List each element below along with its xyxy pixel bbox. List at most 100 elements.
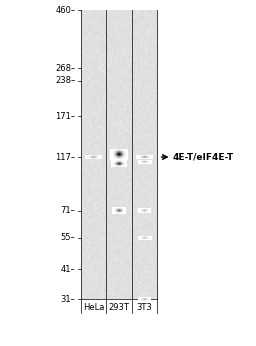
Text: 3T3: 3T3 (137, 303, 153, 312)
Bar (119, 156, 120, 157)
Bar (118, 155, 119, 156)
Text: 238–: 238– (55, 76, 76, 85)
Bar (112, 155, 113, 156)
Bar (122, 159, 123, 160)
Bar (120, 155, 121, 156)
Bar (124, 151, 125, 152)
Bar (120, 149, 121, 150)
Bar (123, 155, 124, 156)
Bar (123, 154, 124, 155)
Bar (110, 158, 111, 159)
Bar (124, 154, 125, 155)
Bar (121, 159, 122, 160)
Bar (119, 149, 120, 150)
Bar (120, 151, 121, 152)
Bar (126, 152, 127, 153)
Bar (126, 150, 127, 151)
Bar (113, 151, 114, 152)
Bar (126, 153, 127, 154)
Bar (121, 151, 122, 152)
Bar (118, 157, 119, 158)
Text: 171–: 171– (55, 112, 76, 121)
Bar (110, 152, 111, 153)
Bar (112, 150, 113, 151)
Bar (113, 155, 114, 156)
Bar (125, 156, 126, 157)
Bar (120, 159, 121, 160)
Bar (127, 157, 128, 158)
Bar (126, 149, 127, 150)
Bar (114, 150, 115, 151)
Bar (127, 149, 128, 150)
Bar (119, 157, 120, 158)
Text: HeLa: HeLa (83, 303, 104, 312)
Bar (111, 151, 112, 152)
Bar (124, 156, 125, 157)
Bar (114, 156, 115, 157)
Bar (112, 151, 113, 152)
Bar (126, 155, 127, 156)
Bar (124, 152, 125, 153)
Bar (115, 154, 116, 155)
Bar (118, 151, 119, 152)
Text: 71–: 71– (61, 206, 76, 215)
Bar (124, 158, 125, 159)
Bar (120, 158, 121, 159)
Bar (116, 152, 117, 153)
Bar (124, 150, 125, 151)
Bar (117, 150, 118, 151)
Bar (121, 154, 122, 155)
Bar (113, 159, 114, 160)
Bar (123, 159, 124, 160)
Bar (127, 150, 128, 151)
Bar (125, 157, 126, 158)
Bar (117, 158, 118, 159)
Bar (115, 157, 116, 158)
Bar (115, 153, 116, 154)
Bar (118, 149, 119, 150)
Bar (125, 150, 126, 151)
Bar (121, 150, 122, 151)
Bar (125, 153, 126, 154)
Bar (121, 155, 122, 156)
Bar (112, 149, 113, 150)
Bar (120, 152, 121, 153)
Bar (114, 157, 115, 158)
Bar (119, 159, 120, 160)
Bar (127, 155, 128, 156)
Bar (116, 157, 117, 158)
Bar (126, 151, 127, 152)
Bar (122, 151, 123, 152)
Bar (127, 159, 128, 160)
Bar (113, 149, 114, 150)
Bar (122, 149, 123, 150)
Bar (122, 152, 123, 153)
Bar (119, 151, 120, 152)
Bar (125, 159, 126, 160)
Bar (119, 155, 120, 156)
Bar (114, 155, 115, 156)
Bar (116, 153, 117, 154)
Bar (111, 156, 112, 157)
Bar (121, 153, 122, 154)
Bar (124, 149, 125, 150)
Bar (123, 156, 124, 157)
Bar (113, 158, 114, 159)
Bar (110, 149, 111, 150)
Bar (116, 149, 117, 150)
Bar (117, 155, 118, 156)
Bar (122, 158, 123, 159)
Bar (118, 158, 119, 159)
Bar (115, 159, 116, 160)
Bar (120, 150, 121, 151)
Bar (121, 149, 122, 150)
Bar (120, 157, 121, 158)
Bar (111, 149, 112, 150)
Bar (112, 153, 113, 154)
Bar (111, 154, 112, 155)
Bar (114, 154, 115, 155)
Bar (117, 153, 118, 154)
Bar (118, 154, 119, 155)
Bar (121, 152, 122, 153)
Bar (119, 152, 120, 153)
